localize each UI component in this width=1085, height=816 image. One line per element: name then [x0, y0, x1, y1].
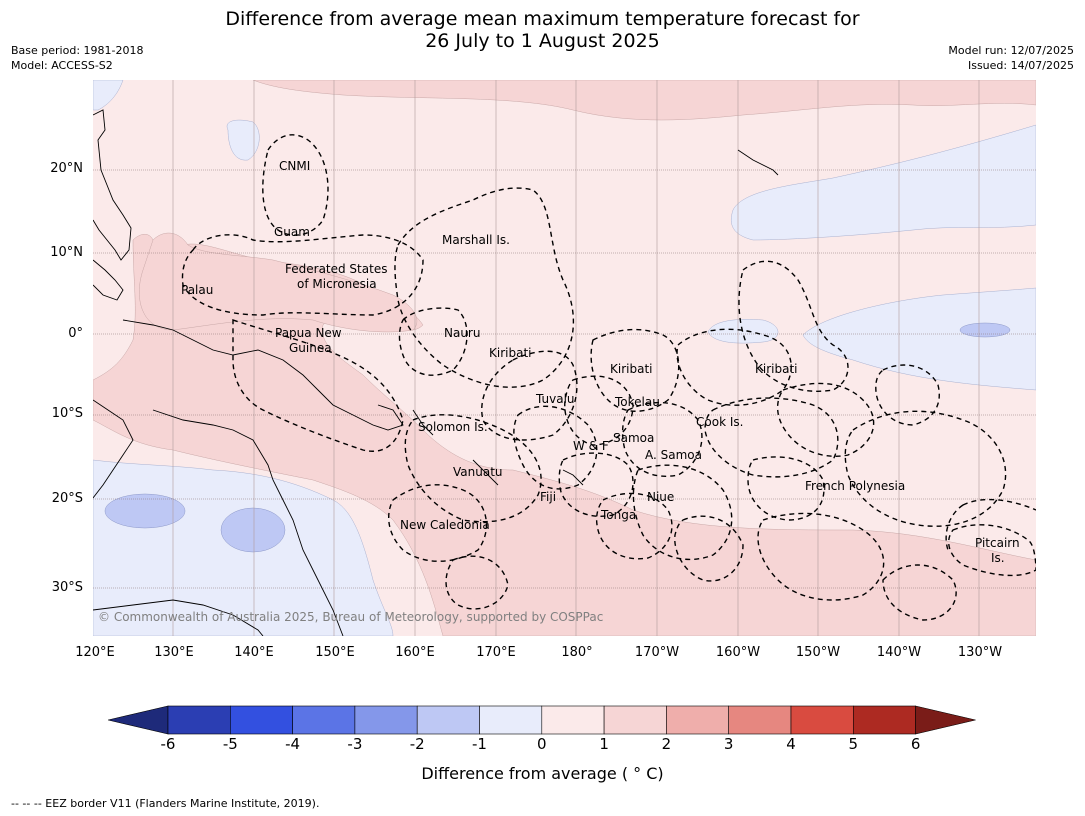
label-tonga: Tonga — [600, 508, 636, 522]
colorbar-segment — [292, 705, 356, 735]
lat-tick-30s: 30°S — [51, 580, 83, 595]
label-new-caledonia: New Caledonia — [400, 518, 490, 532]
label-marshall: Marshall Is. — [442, 233, 510, 247]
colorbar-tick-label: -4 — [285, 735, 301, 753]
anomaly-neg1-0-northwest — [93, 80, 124, 111]
label-fiji: Fiji — [540, 490, 556, 504]
model-run: Model run: 12/07/2025 — [948, 44, 1074, 57]
anomaly-1-2-palau — [139, 232, 418, 333]
anomaly-1-2-maritime — [93, 234, 1036, 636]
lon-tick-140e: 140°E — [234, 645, 274, 660]
label-niue: Niue — [647, 490, 674, 504]
colorbar-tick-label: 5 — [848, 735, 859, 753]
label-samoa: Samoa — [613, 431, 654, 445]
colorbar-segment — [354, 705, 418, 735]
base-period: Base period: 1981-2018 — [11, 44, 144, 57]
eez-footnote: -- -- -- EEZ border V11 (Flanders Marine… — [11, 797, 320, 810]
meta-left: Base period: 1981-2018 Model: ACCESS-S2 — [11, 43, 143, 73]
eez-borders — [181, 134, 1036, 621]
issued-date: Issued: 14/07/2025 — [967, 59, 1074, 72]
colorbar-segment — [728, 705, 792, 735]
colorbar-title: Difference from average ( ° C) — [421, 764, 664, 783]
colorbar-tick-label: 6 — [910, 735, 921, 753]
anomaly-neg2-neg1-blob-west — [104, 493, 186, 529]
colorbar-segment — [479, 705, 543, 735]
colorbar-tick-label: -6 — [160, 735, 176, 753]
label-kiribati-central: Kiribati — [610, 362, 652, 376]
colorbar-segment — [541, 705, 605, 735]
label-nauru: Nauru — [444, 326, 480, 340]
lon-tick-130e: 130°E — [154, 645, 194, 660]
colorbar-arrow-low — [108, 705, 169, 735]
lon-tick-150e: 150°E — [315, 645, 355, 660]
anomaly-neg1-0-equatorial — [802, 287, 1036, 391]
lat-tick-0: 0° — [68, 326, 83, 341]
anomaly-neg2-neg1-equatorial — [959, 322, 1011, 338]
label-fsm-2: of Micronesia — [297, 277, 377, 291]
lon-tick-130w: 130°W — [957, 645, 1003, 660]
colorbar-tick-label: 0 — [537, 735, 547, 753]
coastlines — [93, 109, 779, 636]
colorbar-tick-label: 2 — [661, 735, 672, 753]
copyright-notice: © Commonwealth of Australia 2025, Bureau… — [98, 610, 604, 624]
colorbar-segment — [790, 705, 854, 735]
label-cnmi: CNMI — [279, 159, 310, 173]
lon-tick-150w: 150°W — [795, 645, 841, 660]
anomaly-neg2-neg1-blob-east — [220, 507, 286, 553]
graticule — [172, 80, 980, 636]
colorbar-segment — [666, 705, 730, 735]
label-tokelau: Tokelau — [614, 395, 660, 409]
label-vanuatu: Vanuatu — [453, 465, 503, 479]
colorbar-tick-label: 4 — [786, 735, 796, 753]
colorbar-segment — [230, 705, 293, 735]
lon-tick-160e: 160°E — [395, 645, 435, 660]
lat-tick-10n: 10°N — [50, 245, 83, 260]
lon-tick-160w: 160°W — [715, 645, 761, 660]
label-french-polynesia: French Polynesia — [805, 479, 905, 493]
lat-tick-10s: 10°S — [51, 406, 83, 421]
label-american-samoa: A. Samoa — [645, 448, 702, 462]
label-png-2: Guinea — [289, 341, 332, 355]
label-wf: W & F — [573, 439, 609, 453]
model-name: Model: ACCESS-S2 — [11, 59, 113, 72]
label-png-1: Papua New — [275, 326, 342, 340]
chart-title: Difference from average mean maximum tem… — [0, 8, 1085, 52]
lon-tick-170w: 170°W — [634, 645, 680, 660]
colorbar-tick-label: 1 — [599, 735, 609, 753]
lon-tick-140w: 140°W — [876, 645, 922, 660]
label-solomon: Solomon Is. — [418, 420, 488, 434]
colorbar-tick-label: -1 — [472, 735, 487, 753]
forecast-map: CNMI Guam Marshall Is. Federated States … — [93, 80, 1036, 636]
lat-tick-20n: 20°N — [50, 161, 83, 176]
colorbar-segment — [416, 705, 480, 735]
anomaly-neg1-0-northeast — [730, 124, 1036, 241]
colorbar-segment — [167, 705, 231, 735]
lon-tick-120e: 120°E — [75, 645, 115, 660]
lat-tick-20s: 20°S — [51, 491, 83, 506]
label-guam: Guam — [274, 225, 310, 239]
label-tuvalu: Tuvalu — [535, 392, 575, 406]
colorbar-tick-label: -5 — [222, 735, 238, 753]
label-fsm-1: Federated States — [285, 262, 387, 276]
colorbar-tick-label: -2 — [409, 735, 425, 753]
meta-right: Model run: 12/07/2025 Issued: 14/07/2025 — [948, 43, 1074, 73]
colorbar — [108, 705, 976, 735]
label-palau: Palau — [181, 283, 213, 297]
lon-tick-180: 180° — [561, 645, 593, 660]
colorbar-segment — [603, 705, 667, 735]
colorbar-segment — [852, 705, 916, 735]
anomaly-1-2-north-band — [252, 80, 1036, 121]
colorbar-tick-label: 3 — [723, 735, 734, 753]
label-pitcairn-2: Is. — [991, 551, 1005, 565]
label-cook: Cook Is. — [696, 415, 743, 429]
colorbar-tick-label: -3 — [347, 735, 363, 753]
title-line-2: 26 July to 1 August 2025 — [425, 30, 660, 52]
label-pitcairn-1: Pitcairn — [975, 536, 1020, 550]
colorbar-arrow-high — [915, 705, 976, 735]
label-kiribati-west: Kiribati — [489, 346, 531, 360]
title-line-1: Difference from average mean maximum tem… — [225, 8, 860, 30]
label-kiribati-east: Kiribati — [755, 362, 797, 376]
anomaly-neg1-0-guam-area — [226, 119, 260, 161]
lon-tick-170e: 170°E — [476, 645, 516, 660]
